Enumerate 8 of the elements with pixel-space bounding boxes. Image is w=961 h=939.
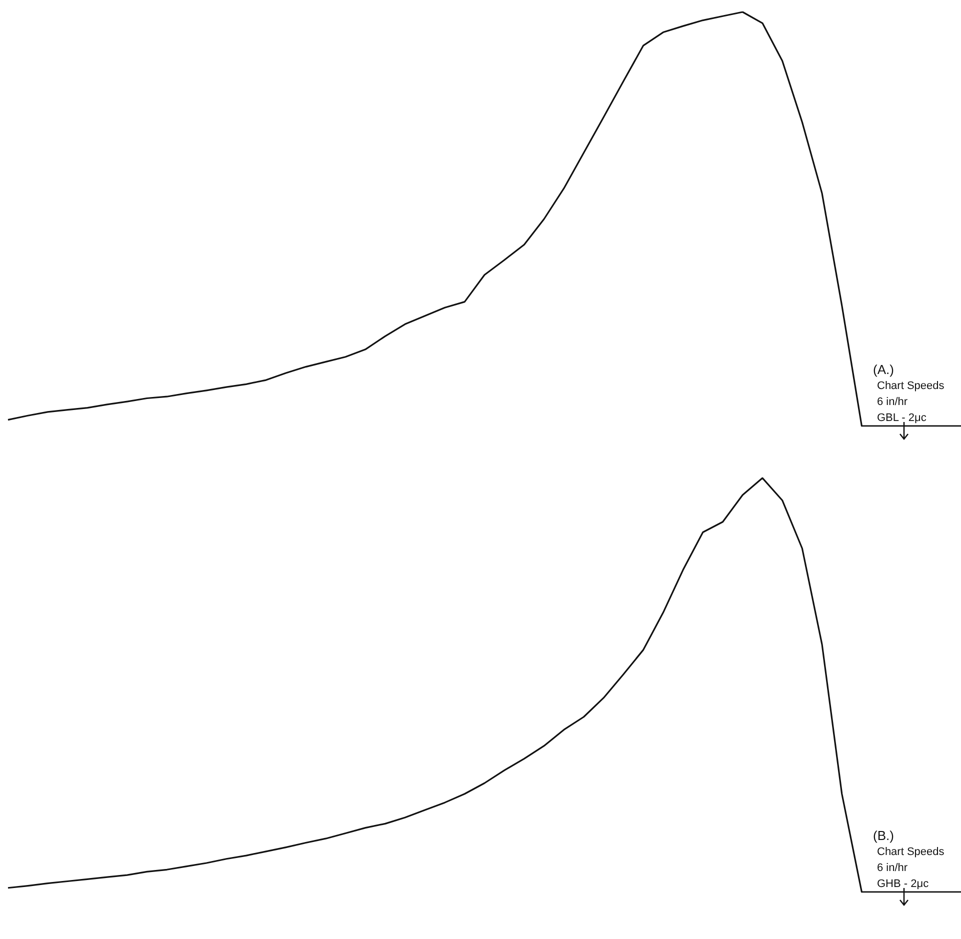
annotation: GBL - 2μc xyxy=(876,411,928,426)
annotation: 6 in/hr xyxy=(876,861,909,876)
annotation: (A.) xyxy=(873,362,895,378)
annotation: Chart Speeds xyxy=(876,845,946,860)
annotation: GHB - 2μc xyxy=(876,877,930,892)
annotation: (B.) xyxy=(873,828,895,844)
annotation: 6 in/hr xyxy=(876,395,909,410)
annotation: Chart Speeds xyxy=(876,379,946,394)
